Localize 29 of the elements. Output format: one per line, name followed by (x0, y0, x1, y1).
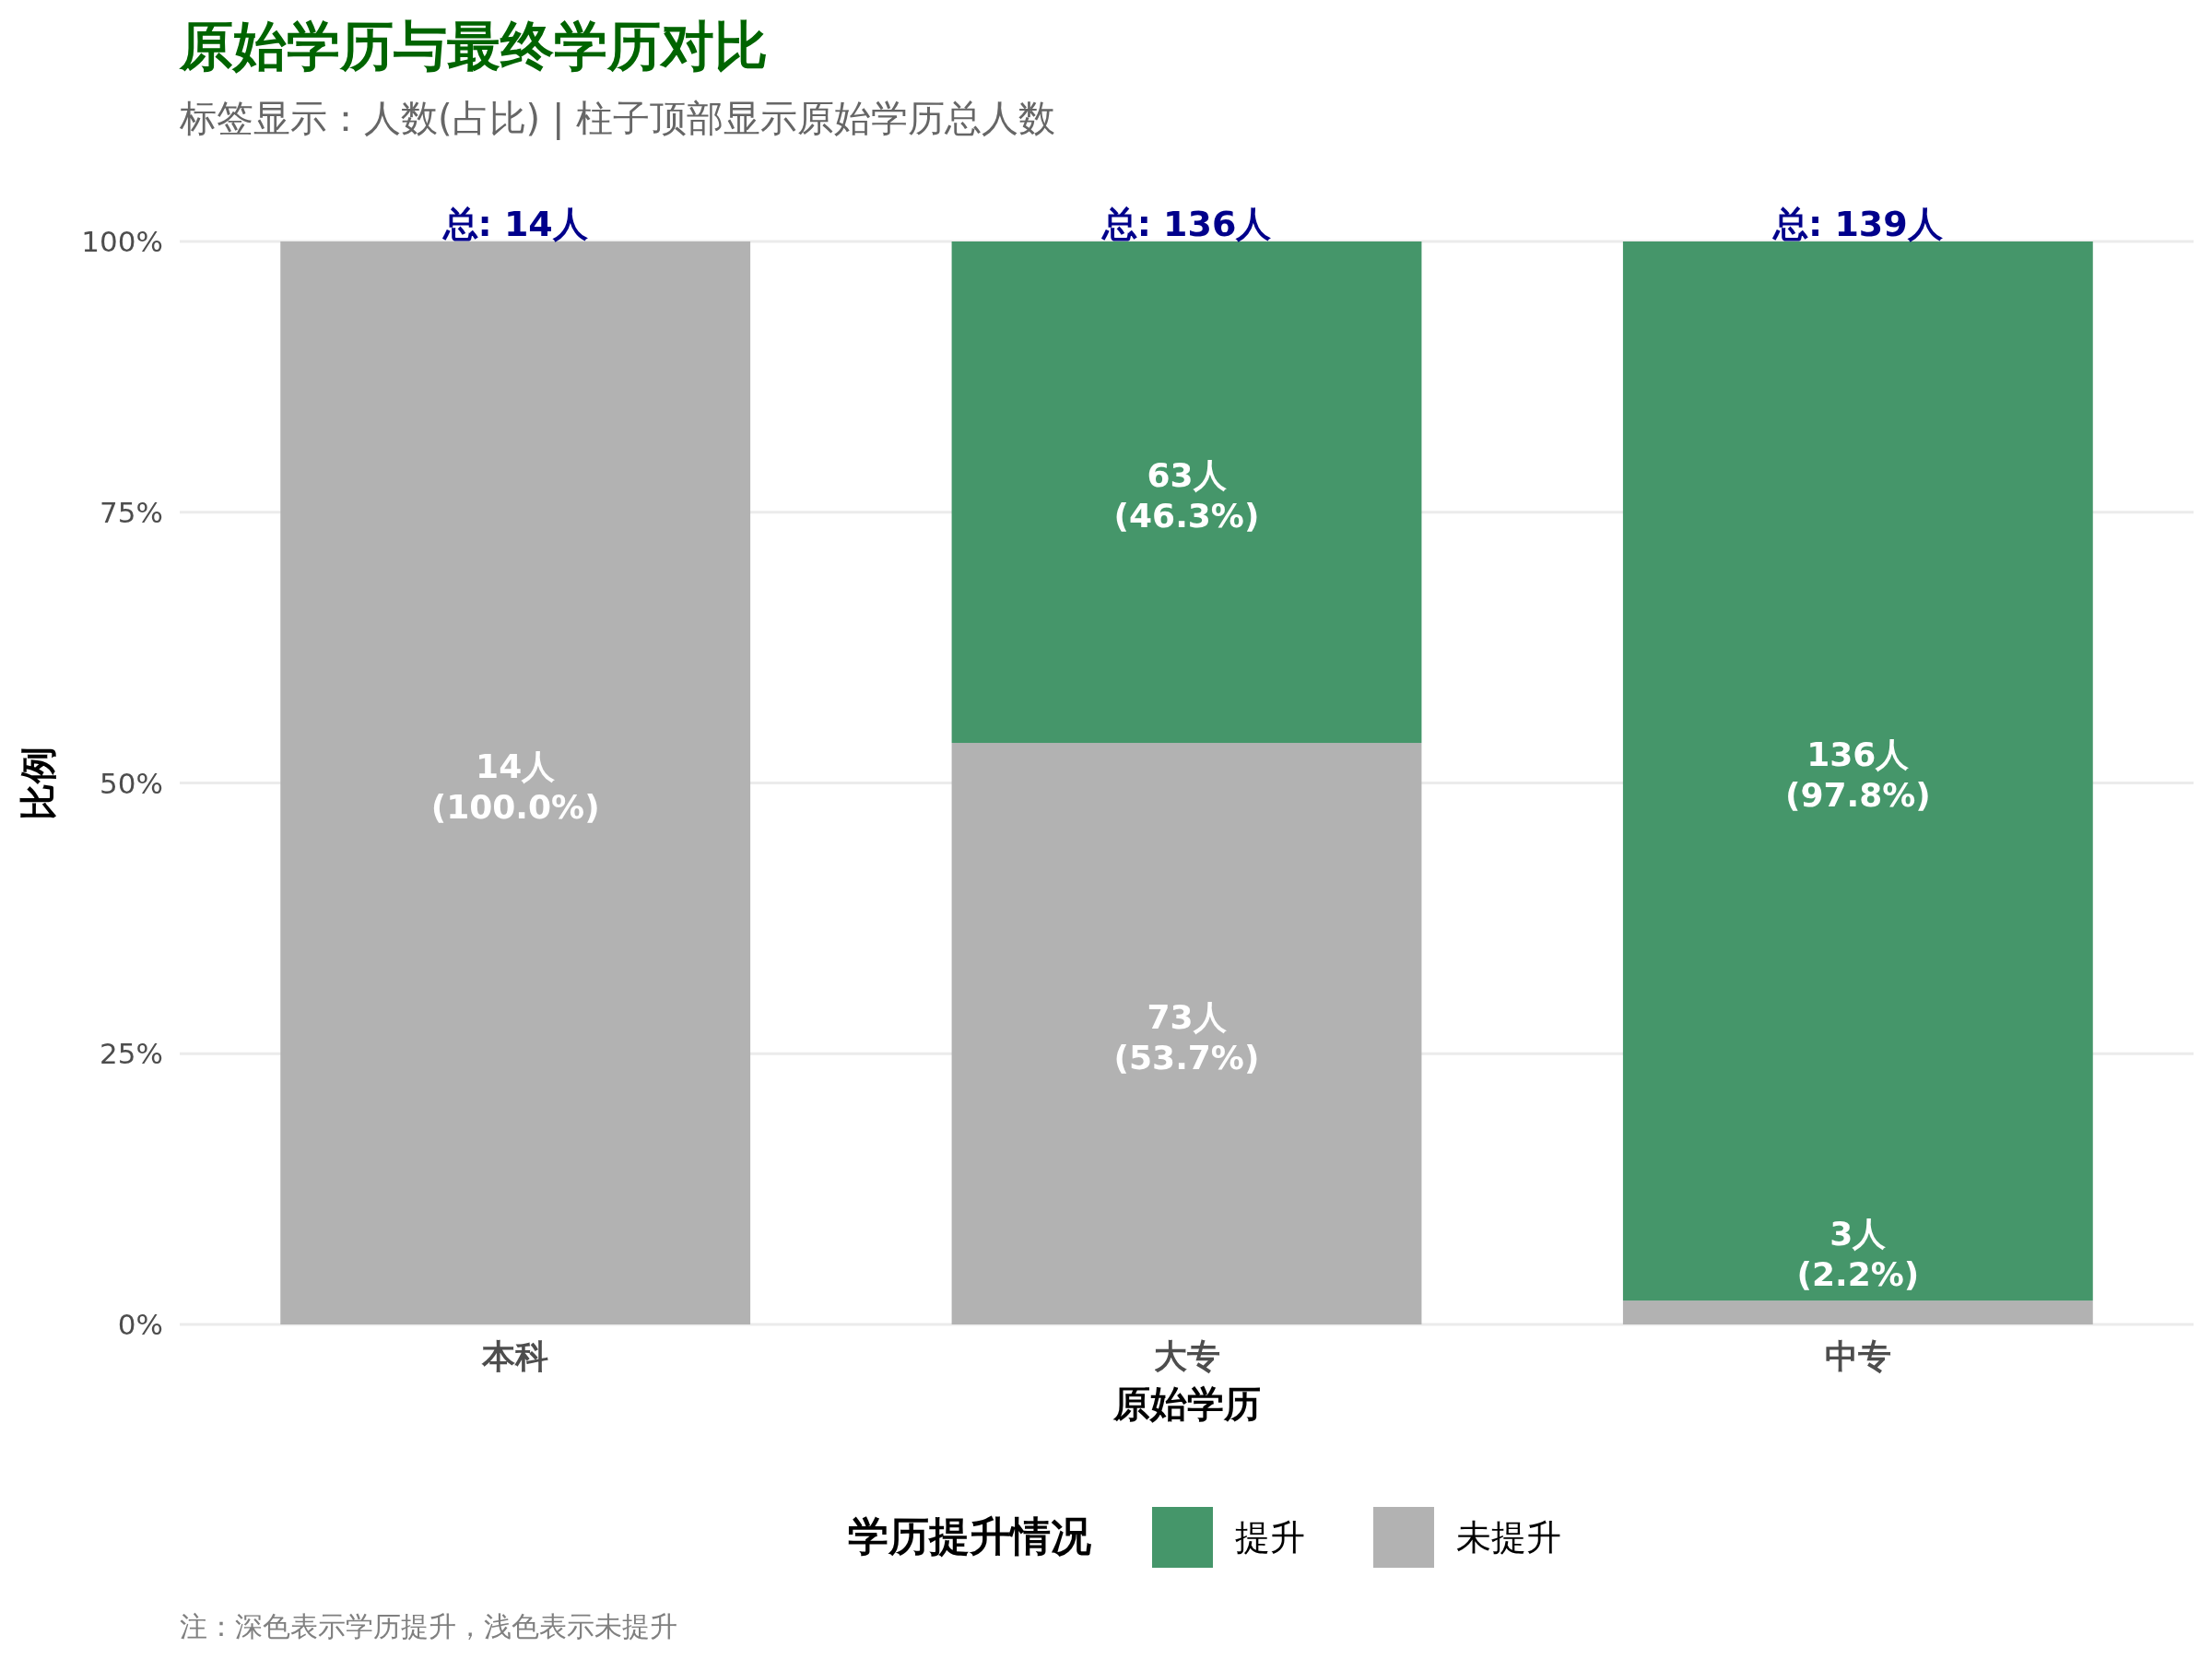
y-tick-label: 0% (117, 1308, 163, 1341)
bar (951, 743, 1422, 1324)
y-tick-label: 25% (100, 1037, 163, 1071)
bar (1622, 1300, 2093, 1324)
chart-title: 原始学历与最终学历对比 (179, 15, 768, 77)
annotation: 总: 136人 (1100, 204, 1272, 244)
legend-title: 学历提升情况 (848, 1512, 1091, 1559)
chart-subtitle: 标签显示：人数(占比) | 柱子顶部显示原始学历总人数 (179, 97, 1056, 140)
annotation: 总: 139人 (1771, 204, 1943, 244)
bar (951, 241, 1422, 744)
x-tick-label: 本科 (481, 1337, 549, 1375)
bar (1622, 241, 2093, 1301)
data-label: 63人 (46.3%) (1113, 456, 1260, 535)
data-label: 3人 (2.2%) (1796, 1215, 1920, 1294)
x-tick-label: 大专 (1153, 1337, 1220, 1375)
y-tick-label: 75% (100, 495, 163, 529)
legend-label: 提升 (1235, 1517, 1305, 1558)
x-axis-title: 原始学历 (1112, 1382, 1261, 1425)
data-label: 14人 (100.0%) (430, 747, 600, 826)
bar (280, 241, 751, 1324)
y-tick-label: 100% (81, 225, 163, 258)
data-label: 136人 (97.8%) (1784, 735, 1931, 814)
data-label: 73人 (53.7%) (1113, 997, 1260, 1077)
text: 注：深色表示学历提升，浅色表示未提升 (180, 1610, 677, 1642)
annotation: 总: 14人 (441, 204, 588, 244)
y-axis-title: 比例 (17, 746, 59, 820)
x-tick-label: 中专 (1824, 1337, 1891, 1375)
y-tick-label: 50% (100, 766, 163, 800)
legend-label: 未提升 (1456, 1517, 1561, 1558)
